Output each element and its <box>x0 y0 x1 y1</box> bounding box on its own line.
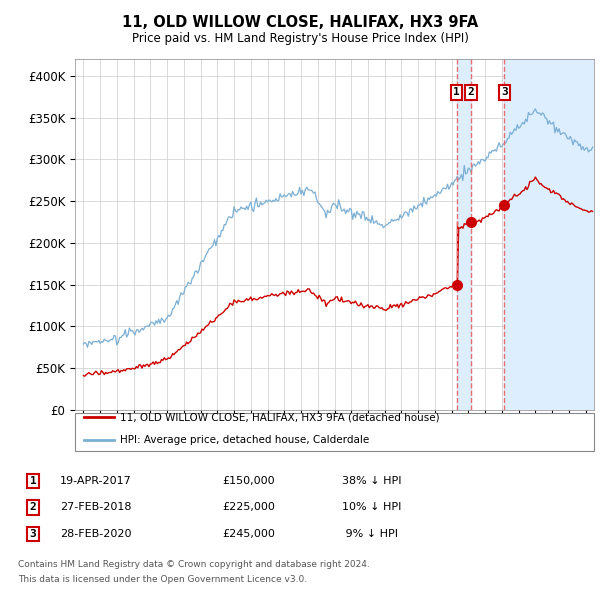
Text: HPI: Average price, detached house, Calderdale: HPI: Average price, detached house, Cald… <box>120 435 369 445</box>
Text: £245,000: £245,000 <box>222 529 275 539</box>
Text: 3: 3 <box>29 529 37 539</box>
Text: 1: 1 <box>453 87 460 97</box>
Text: 2: 2 <box>467 87 475 97</box>
Text: 2: 2 <box>29 503 37 512</box>
Text: 28-FEB-2020: 28-FEB-2020 <box>60 529 131 539</box>
Bar <box>457 59 471 410</box>
Text: 9% ↓ HPI: 9% ↓ HPI <box>342 529 398 539</box>
Text: £150,000: £150,000 <box>222 476 275 486</box>
Text: Price paid vs. HM Land Registry's House Price Index (HPI): Price paid vs. HM Land Registry's House … <box>131 32 469 45</box>
Text: Contains HM Land Registry data © Crown copyright and database right 2024.: Contains HM Land Registry data © Crown c… <box>18 560 370 569</box>
Text: 1: 1 <box>29 476 37 486</box>
Text: 11, OLD WILLOW CLOSE, HALIFAX, HX3 9FA (detached house): 11, OLD WILLOW CLOSE, HALIFAX, HX3 9FA (… <box>120 412 440 422</box>
Text: 27-FEB-2018: 27-FEB-2018 <box>60 503 131 512</box>
Text: 10% ↓ HPI: 10% ↓ HPI <box>342 503 401 512</box>
Bar <box>505 59 594 410</box>
Text: 19-APR-2017: 19-APR-2017 <box>60 476 132 486</box>
Text: 3: 3 <box>501 87 508 97</box>
Text: This data is licensed under the Open Government Licence v3.0.: This data is licensed under the Open Gov… <box>18 575 307 584</box>
Text: 38% ↓ HPI: 38% ↓ HPI <box>342 476 401 486</box>
Text: 11, OLD WILLOW CLOSE, HALIFAX, HX3 9FA: 11, OLD WILLOW CLOSE, HALIFAX, HX3 9FA <box>122 15 478 30</box>
Text: £225,000: £225,000 <box>222 503 275 512</box>
